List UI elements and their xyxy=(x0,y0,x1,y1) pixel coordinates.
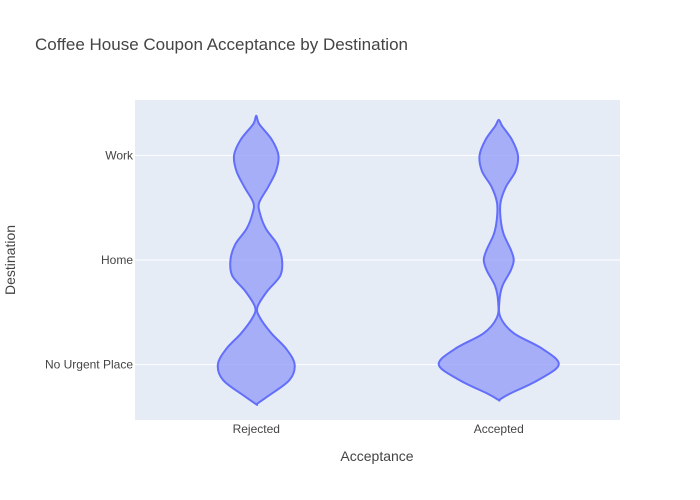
y-axis-title: Destination xyxy=(2,225,18,295)
violins xyxy=(216,114,560,406)
x-tick-label: Accepted xyxy=(474,422,524,436)
violin-accepted xyxy=(437,118,560,402)
x-axis-title: Acceptance xyxy=(340,448,413,464)
violin-rejected xyxy=(216,114,296,406)
y-tick-labels: No Urgent Place Home Work xyxy=(45,148,134,371)
chart-title: Coffee House Coupon Acceptance by Destin… xyxy=(35,35,408,54)
y-tick-label: Home xyxy=(101,253,133,267)
x-tick-labels: Rejected Accepted xyxy=(233,422,524,436)
y-tick-label: Work xyxy=(105,148,134,162)
y-tick-label: No Urgent Place xyxy=(45,358,133,372)
x-tick-label: Rejected xyxy=(233,422,280,436)
